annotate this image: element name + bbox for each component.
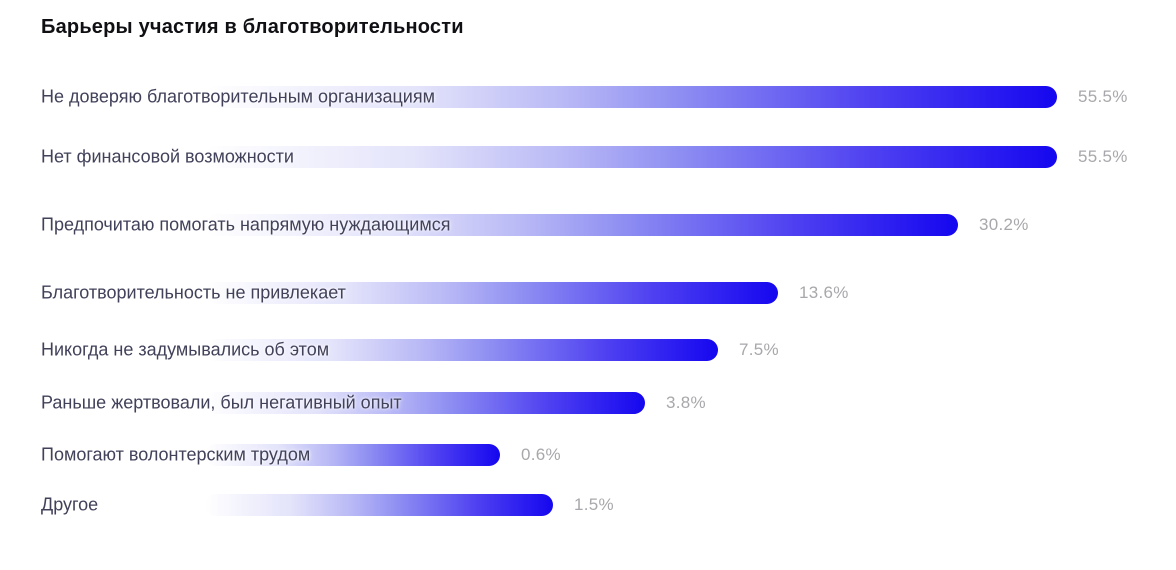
bar-value: 55.5%	[1078, 147, 1128, 166]
bar	[205, 392, 645, 414]
bar-row: Не доверяю благотворительным организация…	[0, 85, 1176, 109]
bar-value: 30.2%	[979, 215, 1029, 234]
bar	[205, 86, 1057, 108]
bar-row: Другое 1.5%	[0, 493, 1176, 517]
bar-value: 1.5%	[574, 495, 614, 514]
bar-label: Предпочитаю помогать напрямую нуждающимс…	[41, 214, 451, 235]
bar-label: Не доверяю благотворительным организация…	[41, 86, 435, 107]
bar-row: Раньше жертвовали, был негативный опыт 3.…	[0, 391, 1176, 415]
bar	[205, 282, 778, 304]
bar-label: Помогают волонтерским трудом	[41, 444, 311, 465]
bar-value: 3.8%	[666, 393, 706, 412]
bar-value: 0.6%	[521, 445, 561, 464]
bar	[205, 494, 553, 516]
bar	[205, 339, 718, 361]
bar-row: Помогают волонтерским трудом 0.6%	[0, 443, 1176, 467]
bar	[205, 214, 958, 236]
bar-label: Благотворительность не привлекает	[41, 282, 346, 303]
bar-label: Нет финансовой возможности	[41, 146, 294, 167]
bar	[205, 146, 1057, 168]
bar-value: 55.5%	[1078, 87, 1128, 106]
bar-row: Предпочитаю помогать напрямую нуждающимс…	[0, 213, 1176, 237]
bar	[205, 444, 500, 466]
bar-value: 7.5%	[739, 340, 779, 359]
bar-row: Нет финансовой возможности 55.5%	[0, 145, 1176, 169]
bar-label: Раньше жертвовали, был негативный опыт	[41, 392, 402, 413]
bar-row: Никогда не задумывались об этом 7.5%	[0, 338, 1176, 362]
bar-label: Другое	[41, 494, 99, 515]
bar-label: Никогда не задумывались об этом	[41, 339, 330, 360]
bar-value: 13.6%	[799, 283, 849, 302]
chart-title: Барьеры участия в благотворительности	[41, 16, 464, 38]
bar-row: Благотворительность не привлекает 13.6%	[0, 281, 1176, 305]
